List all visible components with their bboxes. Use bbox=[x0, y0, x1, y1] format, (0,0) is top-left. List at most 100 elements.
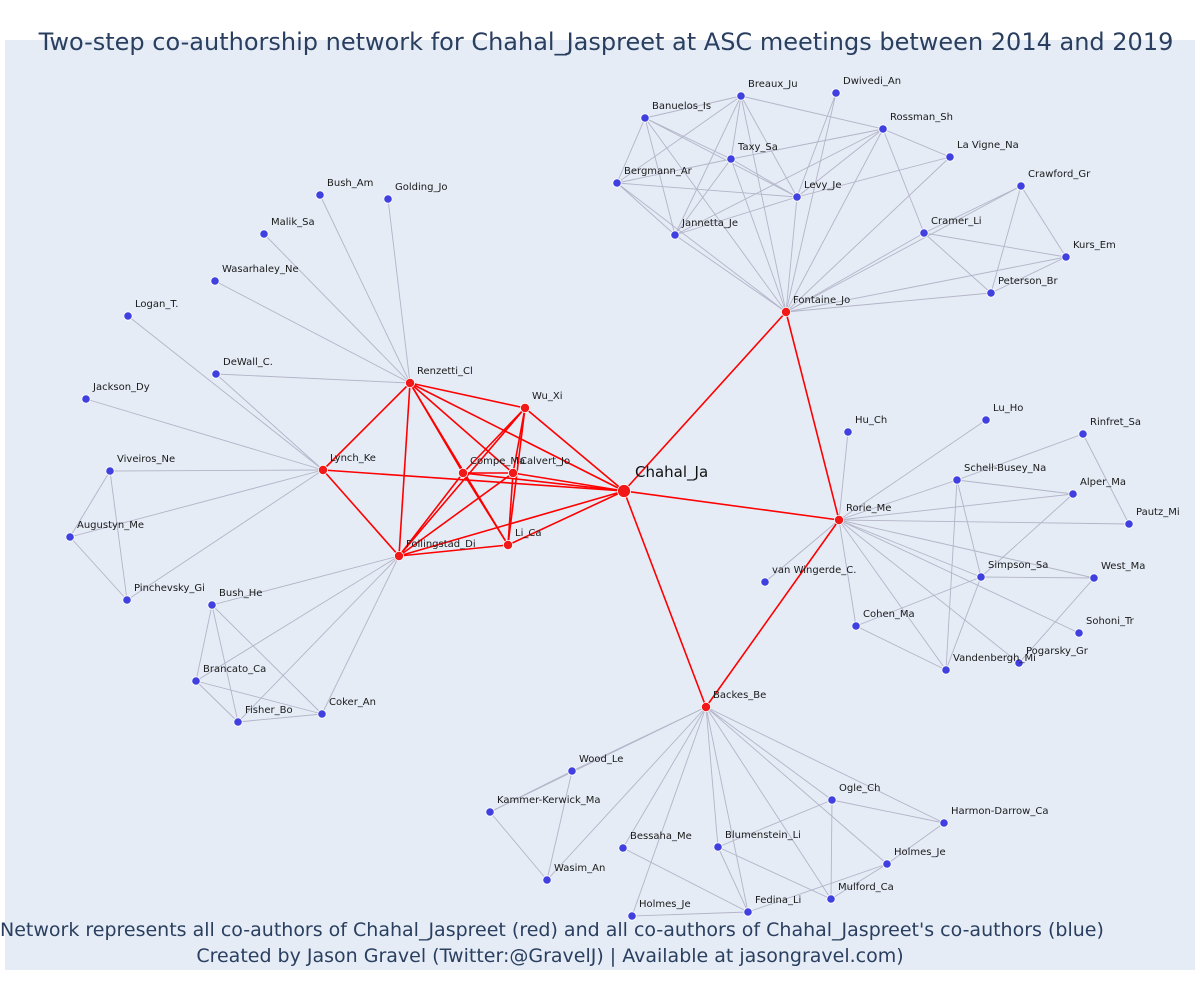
node-label-West_Ma: West_Ma bbox=[1101, 561, 1145, 572]
edge-Bergmann_Ar-Levy_Je bbox=[616, 182, 798, 198]
node-Cramer_Li[interactable] bbox=[919, 228, 929, 238]
edge-Rorie_Me-Sohoni_Tr bbox=[838, 519, 1080, 634]
node-Jannetta_Je[interactable] bbox=[670, 230, 680, 240]
node-Backes_Be[interactable] bbox=[701, 702, 712, 713]
edge-Levy_Je-Dwivedi_An bbox=[796, 92, 837, 198]
node-Calvert_Jo[interactable] bbox=[507, 467, 518, 478]
node-label-Rorie_Me: Rorie_Me bbox=[846, 503, 891, 514]
node-Wood_Le[interactable] bbox=[567, 766, 577, 776]
node-Golding_Jo[interactable] bbox=[383, 194, 393, 204]
node-Kammer_Kerwick_Ma[interactable] bbox=[485, 807, 495, 817]
node-Lu_Ho[interactable] bbox=[981, 415, 991, 425]
node-label-Schell_Busey_Na: Schell-Busey_Na bbox=[964, 463, 1046, 474]
node-West_Ma[interactable] bbox=[1089, 573, 1099, 583]
edge-Fontaine_Jo-La_Vigne_Na bbox=[785, 156, 951, 313]
edge-Fontaine_Jo-Breaux_Ju bbox=[740, 95, 787, 313]
node-Alper_Ma[interactable] bbox=[1068, 489, 1078, 499]
edge-Renzetti_Cl-Lynch_Ke bbox=[322, 382, 411, 471]
node-Malik_Sa[interactable] bbox=[259, 229, 269, 239]
node-Chahal_Ja[interactable] bbox=[617, 484, 631, 498]
edge-Compe_Ma-Li_Ca bbox=[462, 472, 509, 546]
edge-Augustyn_Me-Pinchevsky_Gi bbox=[69, 536, 128, 601]
edge-Backes_Be-Blumenstein_Li bbox=[705, 706, 719, 848]
node-Follingstad_Di[interactable] bbox=[393, 551, 404, 562]
edge-Cramer_Li-Peterson_Br bbox=[923, 232, 992, 294]
node-Wasarhaley_Ne[interactable] bbox=[210, 276, 220, 286]
node-Fedina_Li[interactable] bbox=[743, 907, 753, 917]
edge-Kurs_Em-Peterson_Br bbox=[990, 256, 1067, 294]
node-Augustyn_Me[interactable] bbox=[65, 532, 75, 542]
node-Wasim_An[interactable] bbox=[542, 875, 552, 885]
node-Breaux_Ju[interactable] bbox=[736, 91, 746, 101]
node-Brancato_Ca[interactable] bbox=[191, 676, 201, 686]
node-Ogle_Ch[interactable] bbox=[827, 795, 837, 805]
node-Crawford_Gr[interactable] bbox=[1016, 181, 1026, 191]
edge-Backes_Be-Holmes_Je_2 bbox=[631, 706, 707, 917]
edge-Chahal_Ja-Backes_Be bbox=[623, 490, 707, 708]
node-Taxy_Sa[interactable] bbox=[726, 154, 736, 164]
node-Harmon_Darrow_Ca[interactable] bbox=[939, 818, 949, 828]
node-Simpson_Sa[interactable] bbox=[976, 572, 986, 582]
node-Li_Ca[interactable] bbox=[502, 540, 513, 551]
node-Sohoni_Tr[interactable] bbox=[1074, 628, 1084, 638]
node-Pinchevsky_Gi[interactable] bbox=[122, 595, 132, 605]
node-Mulford_Ca[interactable] bbox=[826, 894, 836, 904]
node-Kurs_Em[interactable] bbox=[1061, 252, 1071, 262]
edge-Wood_Le-Kammer_Kerwick_Ma bbox=[489, 770, 573, 813]
edge-Banuelos_Is-Bergmann_Ar bbox=[616, 117, 646, 184]
node-Peterson_Br[interactable] bbox=[986, 288, 996, 298]
node-Banuelos_Is[interactable] bbox=[640, 113, 650, 123]
node-label-Golding_Jo: Golding_Jo bbox=[395, 182, 448, 193]
node-Levy_Je[interactable] bbox=[792, 192, 802, 202]
node-Blumenstein_Li[interactable] bbox=[713, 842, 723, 852]
edge-Viveiros_Ne-Augustyn_Me bbox=[69, 470, 111, 538]
node-label-Levy_Je: Levy_Je bbox=[804, 180, 842, 191]
node-DeWall_C[interactable] bbox=[211, 369, 221, 379]
node-Fisher_Bo[interactable] bbox=[233, 717, 243, 727]
node-Pogarsky_Gr[interactable] bbox=[1014, 658, 1024, 668]
node-Rossman_Sh[interactable] bbox=[878, 124, 888, 134]
node-label-Breaux_Ju: Breaux_Ju bbox=[748, 79, 798, 90]
node-Fontaine_Jo[interactable] bbox=[781, 306, 792, 317]
node-Rorie_Me[interactable] bbox=[834, 515, 845, 526]
node-Viveiros_Ne[interactable] bbox=[105, 466, 115, 476]
node-Vandenbergh_Mi[interactable] bbox=[941, 665, 951, 675]
node-Holmes_Je_1[interactable] bbox=[882, 859, 892, 869]
node-label-Cramer_Li: Cramer_Li bbox=[931, 216, 982, 227]
node-Logan_T[interactable] bbox=[123, 311, 133, 321]
node-Bush_He[interactable] bbox=[207, 600, 217, 610]
edge-Rorie_Me-Pautz_Mi bbox=[838, 519, 1130, 525]
node-Dwivedi_An[interactable] bbox=[831, 88, 841, 98]
node-Schell_Busey_Na[interactable] bbox=[952, 475, 962, 485]
node-label-Compe_Ma: Compe_Ma bbox=[470, 456, 525, 467]
edge-Backes_Be-Wasim_An bbox=[546, 706, 707, 881]
node-Rinfret_Sa[interactable] bbox=[1078, 429, 1088, 439]
node-Bergmann_Ar[interactable] bbox=[612, 178, 622, 188]
node-Renzetti_Cl[interactable] bbox=[404, 377, 415, 388]
node-label-Pautz_Mi: Pautz_Mi bbox=[1136, 507, 1180, 518]
node-Cohen_Ma[interactable] bbox=[851, 621, 861, 631]
node-Jackson_Dy[interactable] bbox=[81, 394, 91, 404]
node-Pautz_Mi[interactable] bbox=[1124, 519, 1134, 529]
node-label-Pogarsky_Gr: Pogarsky_Gr bbox=[1026, 646, 1089, 657]
edge-Lynch_Ke-Follingstad_Di bbox=[322, 469, 400, 557]
edge-Simpson_Sa-Vandenbergh_Mi bbox=[945, 576, 982, 671]
node-label-Holmes_Je_1: Holmes_Je bbox=[894, 847, 946, 858]
node-Bush_Am[interactable] bbox=[315, 190, 325, 200]
node-label-Kurs_Em: Kurs_Em bbox=[1073, 240, 1116, 251]
node-Compe_Ma[interactable] bbox=[457, 467, 468, 478]
edge-Chahal_Ja-Fontaine_Jo bbox=[623, 311, 787, 492]
node-Bessaha_Me[interactable] bbox=[618, 843, 628, 853]
node-La_Vigne_Na[interactable] bbox=[945, 152, 955, 162]
node-Hu_Ch[interactable] bbox=[843, 427, 853, 437]
node-Holmes_Je_2[interactable] bbox=[627, 911, 637, 921]
edge-Rorie_Me-Backes_Be bbox=[705, 519, 840, 708]
edge-Cramer_Li-Crawford_Gr bbox=[923, 185, 1022, 234]
ego-label: Chahal_Ja bbox=[635, 463, 708, 482]
node-Wu_Xi[interactable] bbox=[520, 402, 531, 413]
node-Lynch_Ke[interactable] bbox=[317, 464, 328, 475]
edge-Holmes_Je_1-Mulford_Ca bbox=[830, 863, 888, 900]
node-Coker_An[interactable] bbox=[317, 709, 327, 719]
node-van_Wingerde_C[interactable] bbox=[760, 577, 770, 587]
edge-Bergmann_Ar-Jannetta_Je bbox=[616, 182, 676, 236]
